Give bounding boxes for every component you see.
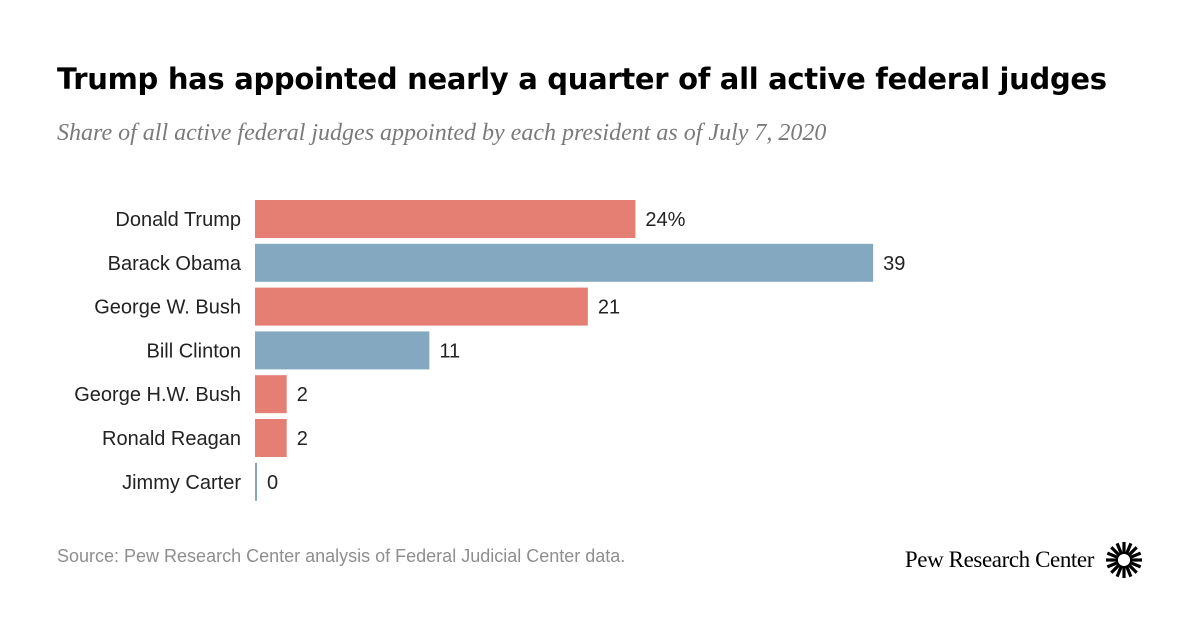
category-label: Donald Trump: [115, 209, 241, 231]
bar-bill-clinton: [255, 331, 430, 370]
bar-donald-trump: [255, 200, 636, 238]
brand-name: Pew Research Center: [904, 547, 1095, 572]
category-label: Ronald Reagan: [102, 428, 241, 450]
category-label: George H.W. Bush: [74, 384, 241, 406]
chart-title: Trump has appointed nearly a quarter of …: [57, 62, 1107, 96]
category-label: Jimmy Carter: [122, 472, 241, 494]
category-label: Barack Obama: [108, 253, 242, 275]
value-label: 0: [267, 472, 278, 494]
value-label: 2: [297, 428, 308, 450]
value-label: 21: [598, 297, 620, 319]
bar-jimmy-carter: [255, 462, 257, 501]
bar-george-w-bush: [255, 287, 588, 326]
value-label: 39: [883, 253, 905, 275]
brand-logo: Pew Research Center: [905, 540, 1144, 580]
value-label: 11: [439, 340, 460, 362]
chart-subtitle: Share of all active federal judges appoi…: [57, 120, 827, 146]
value-label: 2: [297, 384, 308, 406]
value-label: 24%: [645, 209, 685, 231]
bar-barack-obama: [255, 243, 874, 282]
pew-sunburst-icon: [1106, 542, 1142, 578]
category-label: Bill Clinton: [147, 340, 241, 362]
category-label: George W. Bush: [94, 297, 241, 319]
source-note: Source: Pew Research Center analysis of …: [57, 546, 626, 566]
bar-ronald-reagan: [255, 419, 287, 457]
bar-george-h-w-bush: [255, 375, 287, 414]
